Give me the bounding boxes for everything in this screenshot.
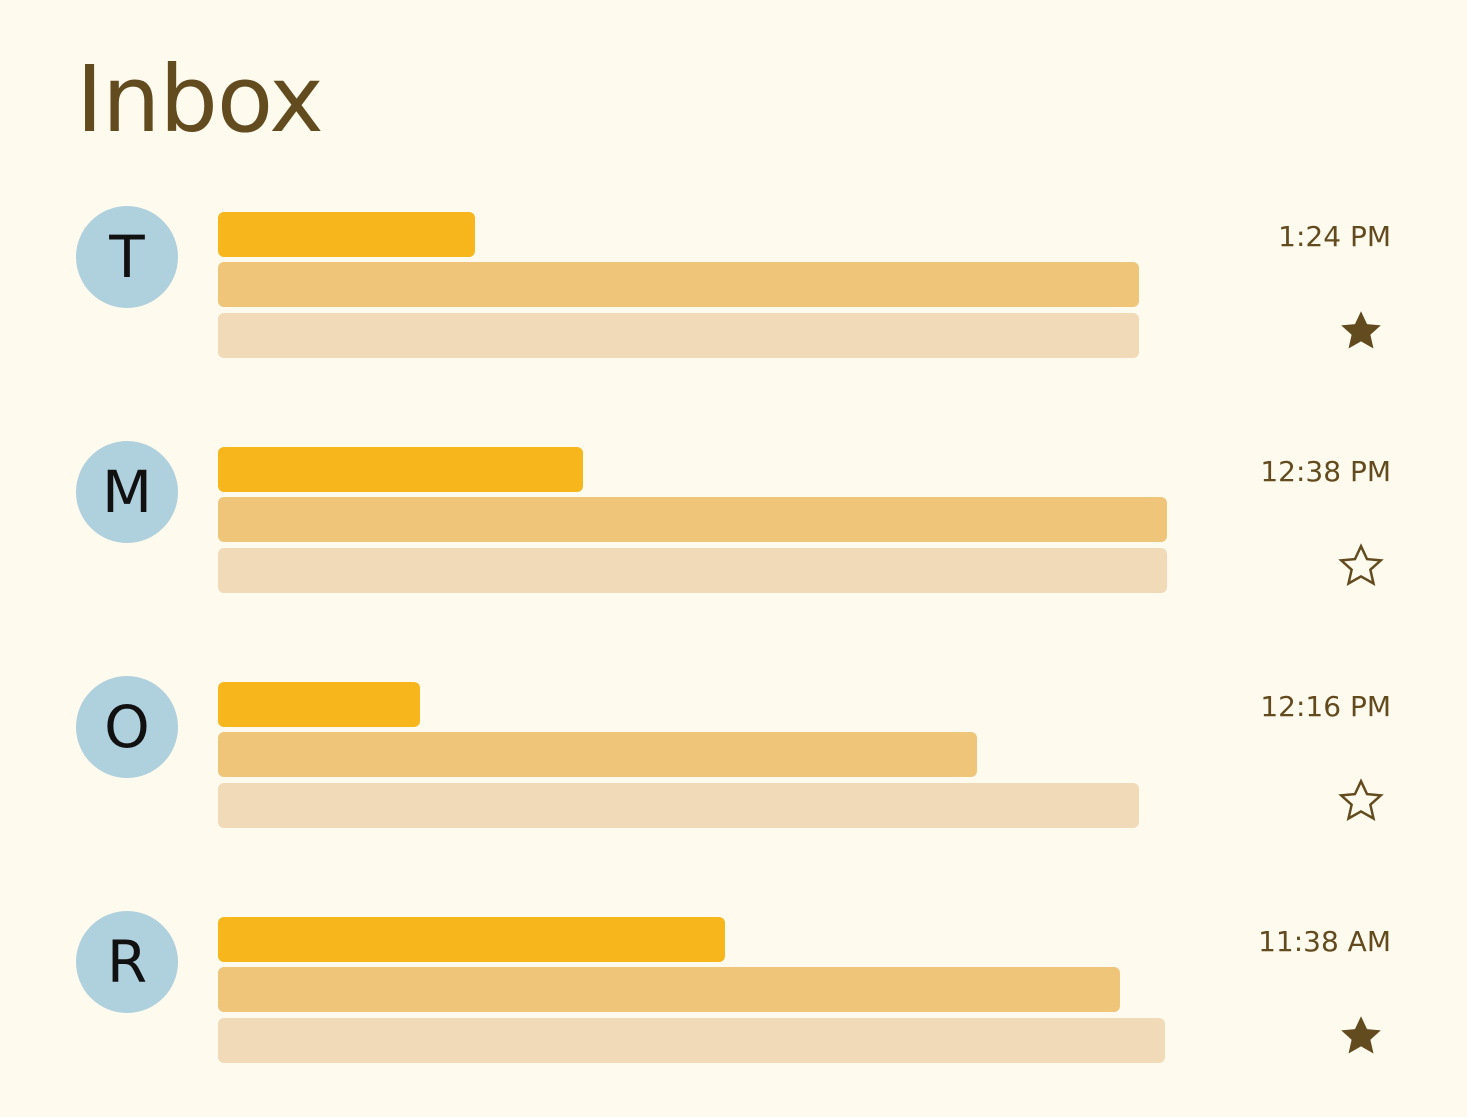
page-title: Inbox [76, 46, 324, 153]
subject-placeholder [218, 732, 977, 777]
timestamp: 1:24 PM [1278, 220, 1391, 253]
avatar: T [76, 206, 178, 308]
sender-placeholder [218, 682, 420, 727]
message-row[interactable]: O 12:16 PM [0, 676, 1467, 832]
timestamp: 11:38 AM [1258, 925, 1391, 958]
star-outline-icon[interactable] [1336, 776, 1386, 826]
preview-placeholder [218, 313, 1139, 358]
star-outline-icon[interactable] [1336, 541, 1386, 591]
message-row[interactable]: R 11:38 AM [0, 911, 1467, 1067]
message-row[interactable]: M 12:38 PM [0, 441, 1467, 597]
subject-placeholder [218, 967, 1120, 1012]
sender-placeholder [218, 917, 725, 962]
timestamp: 12:16 PM [1260, 690, 1391, 723]
preview-placeholder [218, 548, 1167, 593]
avatar: O [76, 676, 178, 778]
star-filled-icon[interactable] [1336, 306, 1386, 356]
sender-placeholder [218, 212, 475, 257]
avatar: R [76, 911, 178, 1013]
sender-placeholder [218, 447, 583, 492]
star-filled-icon[interactable] [1336, 1011, 1386, 1061]
timestamp: 12:38 PM [1260, 455, 1391, 488]
avatar: M [76, 441, 178, 543]
message-row[interactable]: T 1:24 PM [0, 206, 1467, 362]
subject-placeholder [218, 262, 1139, 307]
preview-placeholder [218, 1018, 1165, 1063]
subject-placeholder [218, 497, 1167, 542]
preview-placeholder [218, 783, 1139, 828]
